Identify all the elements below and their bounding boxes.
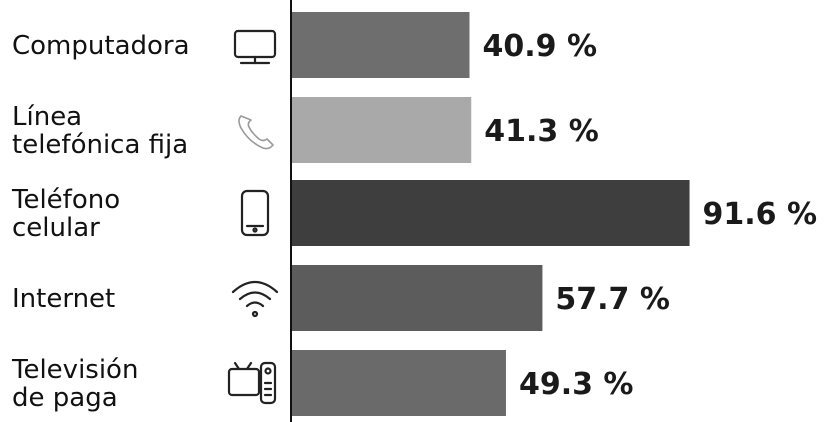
bar-1 [292,97,472,163]
bar-3 [292,265,543,331]
value-label-4: 49.3 % [519,367,634,402]
value-label-0: 40.9 % [483,29,598,64]
computer-icon [233,29,277,65]
category-label-1-line-1: telefónica fija [12,130,188,160]
value-label-2: 91.6 % [703,197,818,232]
wifi-icon [231,280,279,318]
category-label-4-line-0: Televisión [11,355,138,385]
category-label-4-line-1: de paga [12,383,118,413]
category-label-3: Internet [12,284,115,314]
bar-4 [292,350,506,416]
tv-remote-icon [227,361,277,405]
value-label-1: 41.3 % [484,114,599,149]
category-label-2-line-1: celular [12,213,100,243]
category-label-0: Computadora [12,31,190,61]
category-label-1-line-0: Línea [12,102,82,132]
phone-icon [238,115,274,150]
bar-0 [292,12,470,78]
bar-2 [292,180,690,246]
smartphone-icon [240,189,270,237]
category-label-2-line-0: Teléfono [11,185,120,215]
value-label-3: 57.7 % [555,282,670,317]
